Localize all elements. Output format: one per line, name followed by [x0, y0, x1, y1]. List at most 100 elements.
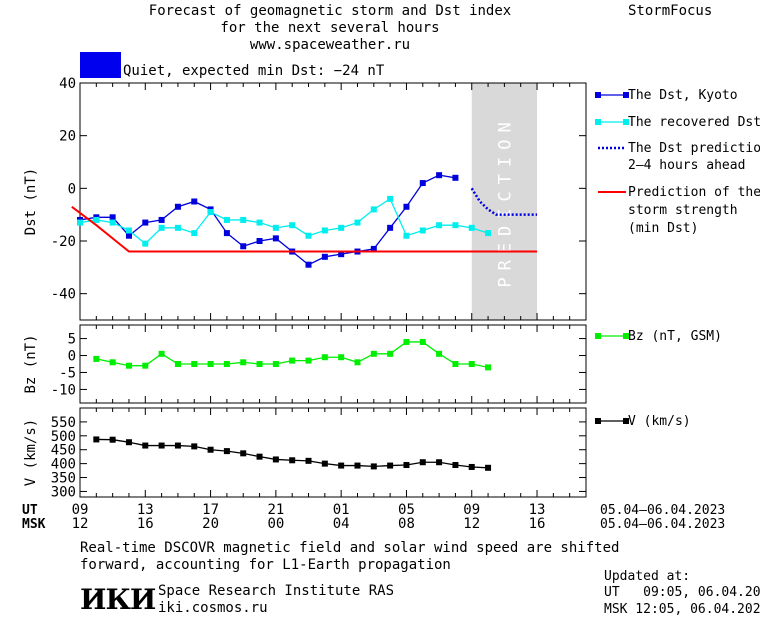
dst-series-1-line: [79, 197, 489, 245]
bz-series-0-point: [403, 338, 410, 345]
prediction-band: [471, 83, 538, 320]
bz-ytick-label: -5: [59, 365, 76, 381]
dst-ylabel: Dst (nT): [23, 168, 39, 235]
dst-series-0-point: [174, 203, 181, 210]
dst-series-1-point: [387, 195, 394, 202]
updated-msk: MSK 12:05, 06.04.2023: [604, 602, 760, 617]
status-text: Quiet, expected min Dst: −24 nT: [123, 63, 385, 79]
v-series-0-point: [468, 463, 475, 470]
dst-series-1-point: [158, 224, 165, 231]
v-series-0-point: [174, 442, 181, 449]
dst-series-1-point: [191, 230, 198, 237]
dst-series-0-point: [272, 235, 279, 242]
dst-series-1-point: [485, 230, 492, 237]
bz-series-0-point: [305, 357, 312, 364]
msk-tick-label: 16: [529, 516, 546, 532]
bz-series-0-point: [321, 354, 328, 361]
v-ytick-label: 550: [51, 415, 76, 431]
msk-label: MSK: [22, 517, 46, 532]
bz-ytick-label: -10: [51, 382, 76, 398]
dst-series-0-point: [387, 224, 394, 231]
dst-ytick-label: 40: [59, 76, 76, 92]
dst-series-0-point: [142, 219, 149, 226]
bz-series-0-point: [387, 350, 394, 357]
iki-logo: ИКИ: [80, 583, 156, 616]
v-series-0-point: [305, 457, 312, 464]
updated-ut: UT 09:05, 06.04.2023: [604, 585, 760, 600]
legend-prediction-l1: The Dst prediction: [628, 141, 760, 156]
legend-dst-kyoto: The Dst, Kyoto: [628, 88, 738, 103]
dst-series-1-point: [289, 222, 296, 229]
v-series-0-point: [109, 436, 116, 443]
v-series-0-point: [207, 446, 214, 453]
ut-tick-label: 13: [137, 502, 154, 518]
bz-ylabel: Bz (nT): [23, 334, 39, 393]
status-color-box: [80, 52, 121, 78]
v-series-0-point: [256, 453, 263, 460]
dst-frame: [79, 82, 587, 321]
legend-bz-mark-marker: [623, 333, 629, 339]
v-series-0-point: [370, 463, 377, 470]
v-series-0-point: [240, 450, 247, 457]
dst-series-1-point: [452, 222, 459, 229]
dst-series-1-point: [272, 224, 279, 231]
bz-series-0-point: [223, 361, 230, 367]
bz-series-0-point: [370, 350, 377, 357]
v-ytick-label: 450: [51, 443, 76, 459]
dst-series-1-point: [93, 216, 100, 223]
ut-tick-label: 05: [398, 502, 415, 518]
bz-series-0-point: [338, 354, 345, 361]
ut-tick-label: 17: [202, 502, 219, 518]
dst-series-1-point: [370, 206, 377, 213]
dst-series-1-point: [419, 227, 426, 234]
ut-label: UT: [22, 503, 38, 518]
ut-tick-label: 01: [333, 502, 350, 518]
dst-series-1-point: [142, 240, 149, 247]
chart-title: Forecast of geomagnetic storm and Dst in…: [148, 3, 512, 19]
legend-recovered-dst-mark-marker: [595, 119, 601, 125]
brand-name: StormFocus: [628, 3, 713, 19]
bz-series-0-point: [452, 361, 459, 367]
msk-date-range: 05.04–06.04.2023: [600, 517, 726, 532]
ut-date-range: 05.04–06.04.2023: [600, 503, 726, 518]
v-series-0-point: [272, 456, 279, 463]
dst-series-0-point: [256, 238, 263, 244]
bz-series-0-point: [354, 359, 361, 366]
source-url[interactable]: www.spaceweather.ru: [249, 37, 411, 53]
dst-series-0-point: [125, 232, 132, 239]
legend-bz: Bz (nT, GSM): [628, 329, 722, 344]
panel-bz: 50-5-10 Bz (nT): [23, 324, 587, 404]
note-line2: forward, accounting for L1-Earth propaga…: [80, 557, 451, 573]
dst-series-1-point: [207, 209, 214, 216]
v-series-0-point: [485, 464, 492, 471]
bz-series-0-point: [256, 361, 263, 367]
chart-subtitle: for the next several hours: [220, 20, 440, 36]
ut-tick-label: 09: [463, 502, 480, 518]
dst-series-1-point: [468, 224, 475, 231]
v-ytick-label: 400: [51, 457, 76, 473]
bz-series-0-point: [240, 359, 247, 366]
bz-series-0-point: [419, 338, 426, 345]
bz-ytick-label: 0: [68, 349, 76, 365]
legend-recovered-dst-mark-marker: [623, 119, 629, 125]
dst-series-1-point: [321, 227, 328, 234]
dst-series-0-point: [223, 230, 230, 237]
legend-strength-l3: (min Dst): [628, 221, 699, 236]
v-ylabel: V (km/s): [23, 419, 39, 486]
bz-series-0-point: [436, 350, 443, 357]
v-ytick-label: 350: [51, 471, 76, 487]
dst-ytick-label: 20: [59, 129, 76, 145]
dst-series-1-point: [109, 219, 116, 226]
ut-tick-label: 09: [72, 502, 89, 518]
dst-series-0-point: [403, 203, 410, 210]
bz-series-0-point: [109, 359, 116, 366]
bz-series-0-point: [174, 361, 181, 367]
dst-ytick-label: 0: [68, 181, 76, 197]
v-series-0-point: [354, 462, 361, 469]
dst-series-1-point: [240, 216, 247, 223]
dst-series-0-point: [419, 180, 426, 187]
dst-series-2-line: [470, 187, 538, 216]
institute-site[interactable]: iki.cosmos.ru: [158, 600, 268, 616]
legend-dst-kyoto-mark-marker: [595, 92, 601, 98]
msk-tick-label: 08: [398, 516, 415, 532]
